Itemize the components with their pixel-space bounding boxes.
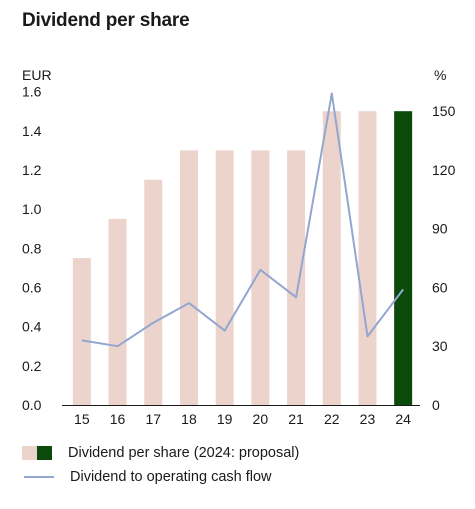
bar-22 [322,111,341,406]
bar-23 [358,111,377,406]
x-tick-label: 17 [145,411,161,427]
chart-legend: Dividend per share (2024: proposal) Divi… [22,442,299,490]
right-tick-label: 30 [432,338,448,354]
x-tick-label: 16 [110,411,126,427]
line-cashflow-ratio [81,92,404,348]
left-tick-label: 0.4 [22,319,42,335]
right-axis-unit: % [434,67,446,83]
left-tick-label: 1.2 [22,162,42,178]
left-tick-label: 1.0 [22,201,42,217]
bar-21 [287,150,306,405]
left-tick-label: 0.6 [22,279,42,295]
left-tick-label: 1.6 [22,84,42,100]
legend-label-cashflow: Dividend to operating cash flow [70,469,272,485]
x-tick-label: 21 [288,411,304,427]
legend-label-dividend: Dividend per share (2024: proposal) [68,445,300,461]
right-tick-label: 150 [432,103,456,119]
x-tick-label: 20 [253,411,269,427]
legend-item-dividend: Dividend per share (2024: proposal) [22,442,299,464]
right-tick-label: 60 [432,279,448,295]
x-tick-label: 22 [324,411,340,427]
chart-plot: EUR % 0.0 0.2 0.4 0.6 0.8 1.0 1.2 1.4 1.6 0 30 60 9… [22,67,456,427]
bar-24 [394,111,413,406]
bar-18 [179,150,198,405]
x-tick-label: 24 [395,411,411,427]
chart-title: Dividend per share [22,10,190,31]
left-axis-unit: EUR [22,67,52,83]
right-tick-label: 0 [432,397,440,413]
bar-20 [251,150,270,405]
legend-item-cashflow: Dividend to operating cash flow [22,466,299,488]
legend-swatch-line [24,476,54,478]
x-tick-label: 23 [360,411,376,427]
legend-swatch-bar-highlight [37,446,52,460]
legend-swatch-bar [22,446,37,460]
bar-16 [108,218,127,405]
right-tick-label: 90 [432,221,448,237]
x-tick-label: 18 [181,411,197,427]
x-tick-label: 19 [217,411,233,427]
bar-19 [215,150,234,405]
bar-17 [144,179,163,405]
legend-swatch-bars [22,446,60,460]
left-tick-label: 1.4 [22,123,42,139]
left-tick-label: 0.8 [22,240,42,256]
right-tick-label: 120 [432,162,456,178]
x-tick-label: 15 [74,411,90,427]
bar-15 [72,258,91,405]
left-tick-label: 0.0 [22,397,42,413]
left-tick-label: 0.2 [22,358,42,374]
